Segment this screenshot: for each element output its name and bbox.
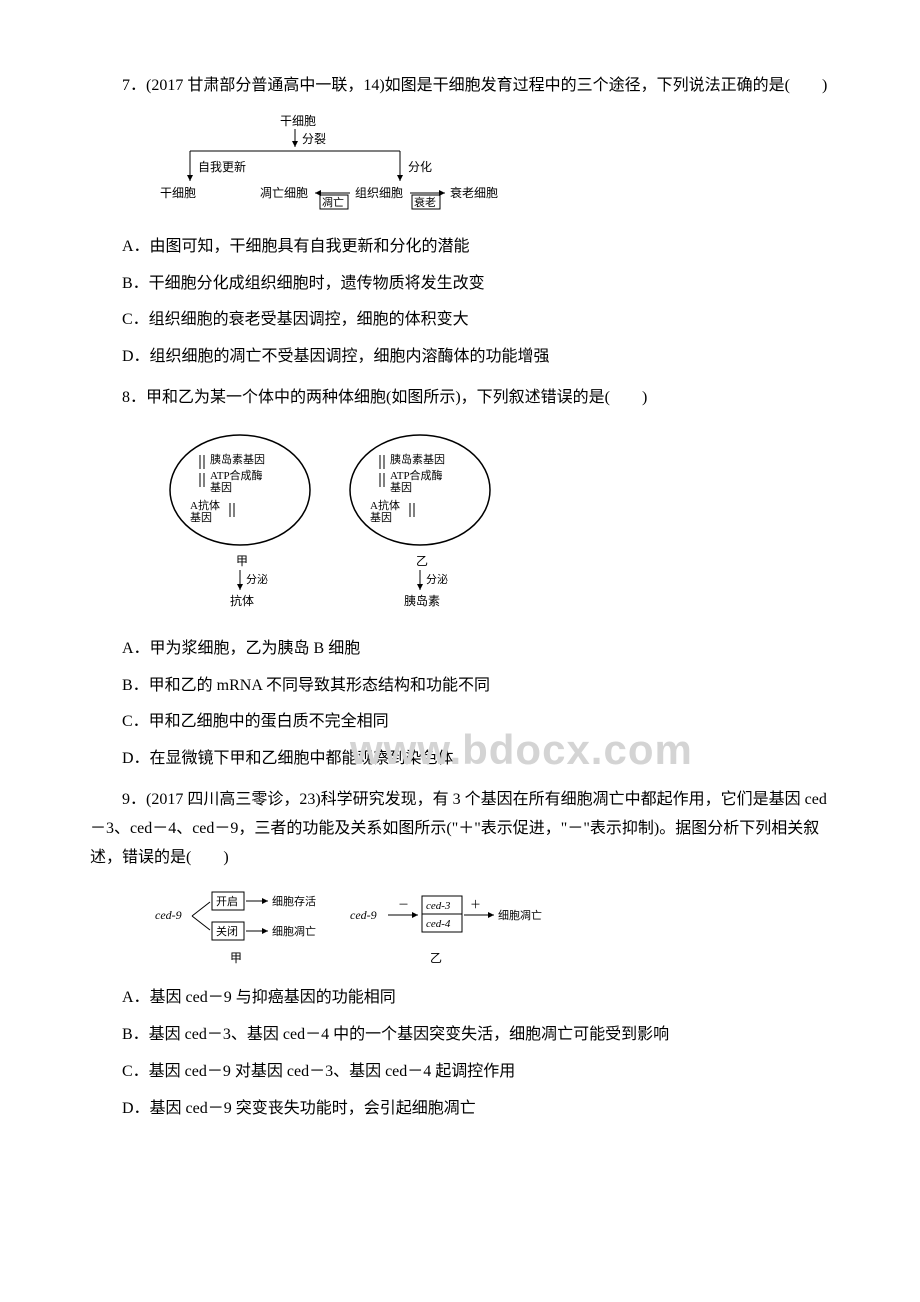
- q8-figure: 胰岛素基因 ATP合成酶 基因 A抗体 基因 甲 分泌 抗体 胰岛素基因 ATP…: [150, 425, 830, 625]
- q7-stem: 7．(2017 甘肃部分普通高中一联，14)如图是干细胞发育过程中的三个途径，下…: [90, 72, 830, 101]
- fig8-r-gene3: A抗体: [370, 498, 400, 512]
- q9-option-d: D．基因 ced－9 突变丧失功能时，会引起细胞凋亡: [90, 1095, 830, 1124]
- fig9-ced9-r: ced-9: [350, 908, 377, 922]
- q9-option-b: B．基因 ced－3、基因 ced－4 中的一个基因突变失活，细胞凋亡可能受到影…: [90, 1021, 830, 1050]
- q8-option-a: A．甲为浆细胞，乙为胰岛 B 细胞: [90, 635, 830, 664]
- fig8-l-gene3b: 基因: [190, 511, 212, 524]
- fig7-apop-cell: 凋亡细胞: [260, 186, 308, 200]
- fig9-close: 关闭: [216, 924, 238, 938]
- fig8-r-gene3b: 基因: [370, 511, 392, 524]
- fig8-r-gene1: 胰岛素基因: [390, 452, 445, 466]
- q7-option-a: A．由图可知，干细胞具有自我更新和分化的潜能: [90, 233, 830, 262]
- fig8-r-gene2b: 基因: [390, 481, 412, 494]
- fig9-apop1: 细胞凋亡: [272, 924, 316, 938]
- fig7-self-renew: 自我更新: [198, 159, 246, 174]
- q8-stem: 8．甲和乙为某一个体中的两种体细胞(如图所示)，下列叙述错误的是( ): [90, 384, 830, 413]
- q8-option-b: B．甲和乙的 mRNA 不同导致其形态结构和功能不同: [90, 672, 830, 701]
- q7-option-d: D．组织细胞的凋亡不受基因调控，细胞内溶酶体的功能增强: [90, 343, 830, 372]
- fig9-plus: ＋: [470, 899, 481, 911]
- fig9-apop2: 细胞凋亡: [498, 908, 542, 922]
- fig7-apop-label: 凋亡: [322, 195, 344, 209]
- q9-option-a: A．基因 ced－9 与抑癌基因的功能相同: [90, 984, 830, 1013]
- q8-option-c: C．甲和乙细胞中的蛋白质不完全相同: [90, 708, 830, 737]
- fig9-survive: 细胞存活: [272, 894, 316, 908]
- fig9-right-name: 乙: [430, 951, 442, 965]
- fig8-left-product: 抗体: [230, 593, 254, 608]
- fig7-aging-label: 衰老: [414, 195, 436, 209]
- fig7-left-result: 干细胞: [160, 186, 196, 200]
- q7-figure: 干细胞 分裂 自我更新 干细胞 分化 凋亡细胞 凋亡 组织细胞 衰老 衰老细胞: [150, 113, 830, 223]
- fig8-left-name: 甲: [236, 554, 248, 568]
- fig7-aged: 衰老细胞: [450, 185, 498, 200]
- fig8-left-secrete: 分泌: [246, 573, 268, 586]
- fig8-right-secrete: 分泌: [426, 573, 448, 586]
- fig8-l-gene2: ATP合成酶: [210, 468, 263, 482]
- q9-stem: 9．(2017 四川高三零诊，23)科学研究发现，有 3 个基因在所有细胞凋亡中…: [90, 786, 830, 872]
- fig8-right-product: 胰岛素: [404, 593, 440, 608]
- fig8-l-gene1: 胰岛素基因: [210, 452, 265, 466]
- fig9-ced9-l: ced-9: [155, 908, 182, 922]
- fig9-open: 开启: [216, 895, 238, 908]
- fig7-diff: 分化: [408, 160, 432, 174]
- fig9-left-name: 甲: [230, 951, 242, 965]
- q9-option-c: C．基因 ced－9 对基因 ced－3、基因 ced－4 起调控作用: [90, 1058, 830, 1087]
- q9-figure: ced-9 开启 细胞存活 关闭 细胞凋亡 甲 ced-9 － ced-3 ce…: [150, 884, 830, 974]
- fig7-split: 分裂: [302, 132, 326, 146]
- q7-option-b: B．干细胞分化成组织细胞时，遗传物质将发生改变: [90, 270, 830, 299]
- fig8-l-gene2b: 基因: [210, 481, 232, 494]
- fig9-ced3: ced-3: [426, 900, 451, 912]
- fig8-r-gene2: ATP合成酶: [390, 468, 443, 482]
- q7-option-c: C．组织细胞的衰老受基因调控，细胞的体积变大: [90, 306, 830, 335]
- fig7-top: 干细胞: [280, 114, 316, 128]
- fig7-tissue: 组织细胞: [355, 186, 403, 200]
- fig9-ced4: ced-4: [426, 918, 451, 930]
- fig9-minus: －: [398, 899, 409, 911]
- fig8-right-name: 乙: [416, 554, 428, 568]
- q8-option-d: D．在显微镜下甲和乙细胞中都能观察到染色体: [90, 745, 830, 774]
- fig8-l-gene3: A抗体: [190, 498, 220, 512]
